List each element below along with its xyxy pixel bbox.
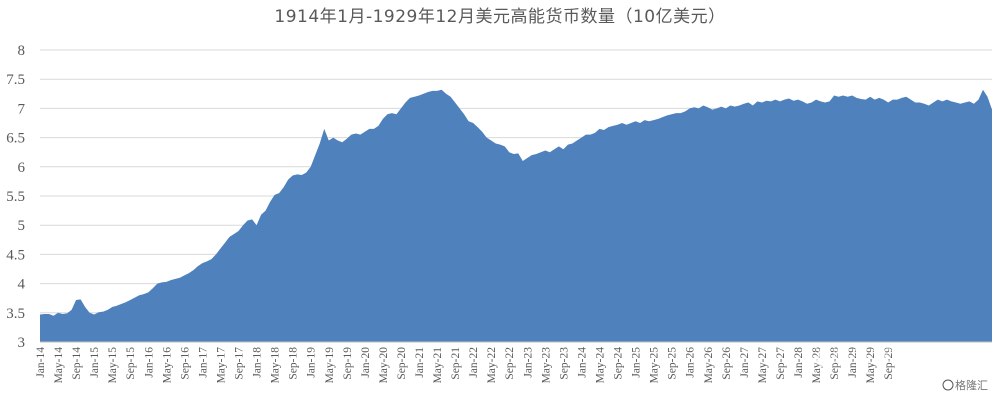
x-tick-label: Jan-15 — [89, 347, 101, 378]
x-tick-label: Sep-17 — [234, 347, 246, 380]
wechat-logo-icon — [803, 346, 830, 367]
x-tick-label: Sep-25 — [667, 347, 679, 380]
x-tick-label: Jan-28 — [793, 347, 805, 378]
x-tick-label: Jan-20 — [360, 347, 372, 378]
y-tick-label: 5.5 — [6, 189, 25, 205]
x-tick-label: Jan-22 — [468, 347, 480, 378]
x-tick-label: May-14 — [53, 347, 65, 384]
y-tick-label: 3 — [18, 335, 26, 351]
x-tick-label: Sep-24 — [613, 347, 625, 380]
x-tick-label: Sep-21 — [450, 347, 462, 380]
x-tick-label: Jan-27 — [739, 347, 751, 378]
x-tick-label: May-21 — [432, 347, 444, 384]
watermark: 财主家的余粮 格隆汇 — [803, 343, 988, 392]
y-tick-label: 6 — [18, 160, 26, 176]
x-tick-label: Jan-26 — [685, 347, 697, 378]
series-area-layer — [40, 89, 992, 343]
watermark-text: 财主家的余粮 — [832, 343, 952, 367]
y-tick-label: 3.5 — [6, 306, 25, 322]
y-tick-label: 7.5 — [6, 72, 25, 88]
x-tick-label: Jan-29 — [847, 347, 859, 378]
x-tick-label: May-22 — [486, 347, 498, 384]
x-tick-label: Jan-23 — [522, 347, 534, 378]
x-tick-label: May-19 — [324, 347, 336, 384]
x-tick-label: May-15 — [107, 347, 119, 384]
x-tick-label: May-27 — [757, 347, 769, 384]
x-tick-label: May-18 — [270, 347, 282, 384]
x-tick-label: Sep-16 — [179, 347, 191, 380]
x-tick-label: Sep-23 — [558, 347, 570, 380]
x-tick-label: May-29 — [865, 347, 877, 384]
x-tick-label: Sep-28 — [829, 347, 841, 380]
y-tick-label: 6.5 — [6, 131, 25, 147]
x-tick-label: Sep-15 — [125, 347, 137, 380]
watermark-logo-icon — [942, 379, 954, 391]
x-tick-label: May-24 — [594, 347, 606, 384]
x-tick-label: May-20 — [378, 347, 390, 384]
x-tick-label: Jan-14 — [35, 347, 47, 378]
x-tick-label: Jan-17 — [197, 347, 209, 378]
x-tick-label: May-16 — [161, 347, 173, 384]
series-area — [40, 89, 992, 343]
x-tick-label: May-23 — [540, 347, 552, 384]
y-axis: 3 3.5 4 4.5 5 5.5 6 6.5 7 7.5 8 — [6, 43, 25, 351]
x-tick-label: Sep-20 — [396, 347, 408, 380]
x-axis: Jan-14 May-14 Sep-14 Jan-15 May-15 Sep-15 Jan-… — [35, 341, 992, 384]
x-tick-label: Sep-29 — [883, 347, 895, 380]
x-tick-label: Sep-18 — [288, 347, 300, 380]
y-tick-label: 4 — [18, 277, 26, 293]
y-tick-label: 8 — [18, 43, 26, 59]
x-tick-label: May-17 — [215, 347, 227, 384]
x-tick-label: May-25 — [649, 347, 661, 384]
x-tick-label: Sep-14 — [71, 347, 83, 380]
x-tick-label: Jan-18 — [252, 347, 264, 378]
x-tick-label: Jan-24 — [576, 347, 588, 378]
chart-title: 1914年1月-1929年12月美元高能货币数量（10亿美元） — [274, 7, 725, 27]
x-tick-label: Sep-27 — [775, 347, 787, 380]
x-tick-label: Jan-21 — [414, 347, 426, 378]
x-tick-label: Sep-22 — [504, 347, 516, 380]
x-tick-label: Jan-19 — [306, 347, 318, 378]
y-tick-label: 7 — [18, 101, 26, 117]
x-tick-label: Sep-19 — [342, 347, 354, 380]
x-tick-label: Sep-26 — [721, 347, 733, 380]
x-tick-label: Jan-25 — [631, 347, 643, 378]
watermark-subtext: 格隆汇 — [955, 378, 988, 392]
x-tick-label: Jan-16 — [143, 347, 155, 378]
y-tick-label: 5 — [18, 218, 26, 234]
y-tick-label: 4.5 — [6, 247, 25, 263]
x-tick-label: May-26 — [703, 347, 715, 384]
